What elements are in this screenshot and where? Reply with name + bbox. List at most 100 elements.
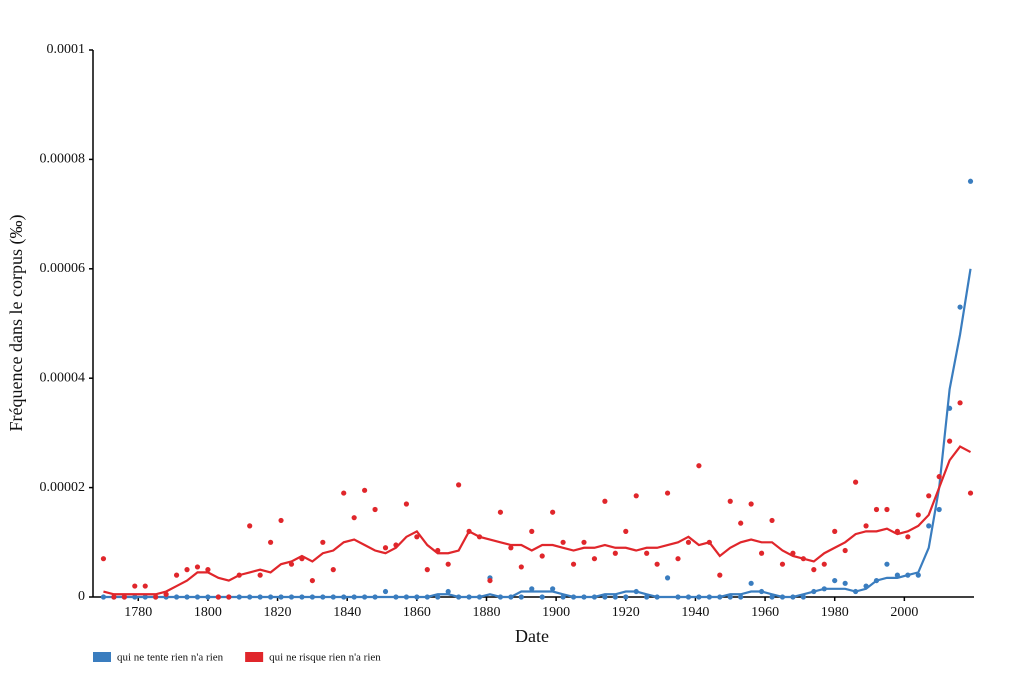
x-tick-label: 1980 bbox=[821, 605, 849, 620]
data-point bbox=[372, 506, 378, 513]
data-point bbox=[915, 512, 921, 518]
data-point bbox=[414, 594, 420, 600]
data-point bbox=[257, 594, 263, 600]
data-point bbox=[560, 539, 566, 545]
data-point bbox=[811, 588, 817, 595]
y-tick-label: 0.00002 bbox=[40, 480, 86, 495]
data-point bbox=[591, 594, 598, 600]
data-point bbox=[644, 594, 650, 600]
data-point bbox=[550, 586, 556, 592]
data-point bbox=[456, 594, 462, 600]
data-point bbox=[309, 594, 315, 600]
data-point bbox=[299, 556, 305, 562]
y-tick-label: 0.00004 bbox=[40, 370, 86, 385]
data-point bbox=[967, 178, 974, 184]
data-point bbox=[696, 594, 702, 600]
data-point bbox=[748, 580, 754, 586]
data-point bbox=[403, 594, 409, 600]
data-point bbox=[194, 594, 201, 600]
x-tick-label: 1920 bbox=[612, 605, 640, 620]
data-point bbox=[779, 594, 786, 600]
data-point bbox=[518, 594, 524, 600]
data-point bbox=[727, 594, 733, 600]
x-tick-label: 1860 bbox=[403, 605, 431, 620]
data-point bbox=[236, 594, 242, 600]
data-point bbox=[163, 591, 169, 597]
data-point bbox=[184, 594, 190, 600]
data-point bbox=[581, 594, 587, 600]
data-point bbox=[153, 594, 159, 600]
data-point bbox=[821, 561, 827, 567]
data-point bbox=[706, 539, 712, 545]
data-point bbox=[362, 594, 368, 600]
data-point bbox=[591, 556, 598, 562]
data-point bbox=[623, 528, 629, 534]
data-point bbox=[132, 594, 138, 600]
data-point bbox=[758, 550, 765, 556]
data-point bbox=[309, 577, 315, 584]
y-tick-label: 0.00008 bbox=[40, 152, 86, 167]
data-point bbox=[267, 539, 274, 545]
data-point bbox=[675, 594, 681, 600]
data-point bbox=[570, 561, 577, 567]
data-point bbox=[696, 463, 702, 469]
data-point bbox=[612, 594, 618, 600]
data-point bbox=[832, 528, 838, 534]
x-tick-label: 1820 bbox=[264, 605, 292, 620]
data-point bbox=[529, 586, 535, 592]
data-point bbox=[215, 594, 221, 600]
data-point bbox=[508, 594, 514, 600]
trend-line bbox=[103, 445, 972, 596]
data-point bbox=[424, 567, 430, 573]
data-point bbox=[581, 539, 587, 545]
legend-label: qui ne risque rien n'a rien bbox=[269, 652, 381, 664]
data-point bbox=[779, 561, 786, 567]
data-point bbox=[936, 474, 942, 480]
data-point bbox=[602, 594, 608, 600]
data-point bbox=[173, 594, 180, 600]
data-point bbox=[915, 572, 921, 578]
data-point bbox=[853, 479, 859, 485]
data-point bbox=[623, 594, 629, 600]
x-tick-label: 2000 bbox=[890, 605, 918, 620]
x-tick-label: 1840 bbox=[333, 605, 361, 620]
data-point bbox=[100, 556, 107, 562]
y-tick-label: 0.00006 bbox=[40, 261, 86, 276]
data-point bbox=[539, 594, 545, 600]
data-point bbox=[675, 556, 681, 562]
data-point bbox=[894, 572, 900, 578]
x-tick-label: 1780 bbox=[124, 605, 152, 620]
data-point bbox=[341, 490, 347, 496]
data-point bbox=[905, 572, 911, 578]
data-point bbox=[247, 594, 253, 600]
data-point bbox=[424, 594, 430, 600]
y-tick-label: 0.0001 bbox=[47, 42, 86, 57]
data-point bbox=[445, 561, 451, 567]
data-point bbox=[926, 523, 932, 529]
data-point bbox=[644, 550, 650, 556]
data-point bbox=[863, 523, 869, 529]
data-point bbox=[842, 547, 848, 554]
data-point bbox=[142, 594, 148, 600]
data-point bbox=[685, 594, 692, 600]
data-point bbox=[142, 583, 148, 589]
data-point bbox=[654, 594, 660, 600]
data-point bbox=[466, 528, 472, 534]
data-point bbox=[873, 506, 880, 513]
data-point bbox=[330, 594, 336, 600]
data-point bbox=[790, 594, 796, 600]
data-point bbox=[330, 567, 336, 573]
y-tick-label: 0 bbox=[78, 589, 85, 604]
data-point bbox=[936, 506, 942, 513]
legend-label: qui ne tente rien n'a rien bbox=[117, 652, 224, 664]
data-point bbox=[341, 594, 347, 600]
data-point bbox=[853, 588, 859, 595]
data-point bbox=[811, 567, 817, 573]
legend-swatch bbox=[245, 652, 264, 662]
data-point bbox=[466, 594, 472, 600]
data-point bbox=[758, 588, 765, 595]
legend-swatch bbox=[93, 652, 111, 662]
data-point bbox=[226, 594, 232, 600]
x-tick-label: 1900 bbox=[542, 605, 570, 620]
